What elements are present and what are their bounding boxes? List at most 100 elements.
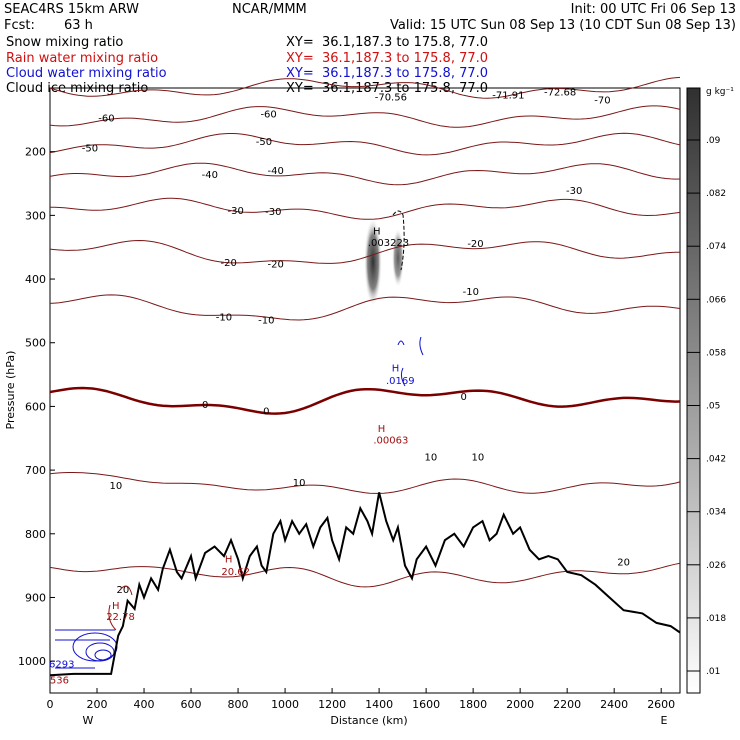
rain-water-contours (108, 585, 133, 631)
temperature-contour (49, 472, 681, 494)
x-axis-east: E (661, 714, 668, 727)
field-label-rain: Rain water mixing ratio (6, 51, 159, 66)
model-title: SEAC4RS 15km ARW (4, 2, 140, 17)
contour-label: 20 (117, 585, 130, 596)
temperature-contour (49, 294, 681, 321)
contour-label: -50 (82, 144, 98, 155)
x-tick-label: 1000 (271, 698, 299, 711)
cloud-ice-contours (392, 210, 405, 271)
contour-label: 10 (293, 478, 306, 489)
maximum-label: .0169 (386, 376, 415, 387)
contour-label: -20 (267, 259, 283, 270)
colorbar-tick-label: .042 (706, 455, 726, 465)
x-tick-label: 1600 (412, 698, 440, 711)
x-tick-label: 2400 (600, 698, 628, 711)
contour-label: -60 (98, 114, 114, 125)
temperature-contours: -70.56 -71.91 -72.68 -70 -60 -60 -50 -50 -40 -40 -… (49, 76, 681, 596)
temperature-contour (49, 239, 680, 264)
colorbar-tick-label: .034 (706, 508, 726, 518)
x-axis: 0 200 400 600 800 1000 1200 1400 1600 1800 2000 220… (47, 688, 675, 711)
colorbar-tick-label: .05 (706, 402, 720, 412)
plot-frame (49, 87, 681, 694)
y-tick-label: 400 (25, 273, 46, 286)
fcst-hours: 63 h (64, 18, 93, 33)
maximum-label: H (392, 363, 400, 374)
colorbar-tick-label: .018 (706, 614, 726, 624)
contour-label: -20 (220, 258, 236, 269)
contour-label: -40 (267, 166, 283, 177)
temperature-contour (49, 162, 681, 186)
x-tick-label: 600 (181, 698, 202, 711)
temperature-contour (49, 76, 681, 99)
field-xy-snow: XY= 36.1,187.3 to 175.8, 77.0 (286, 35, 489, 50)
colorbar-tick-label: .09 (706, 136, 721, 146)
y-tick-label: 300 (25, 209, 46, 222)
field-xy-cloud-water: XY= 36.1,187.3 to 175.8, 77.0 (286, 66, 489, 81)
colorbar-tick-label: .074 (706, 242, 726, 252)
snow-shading (364, 217, 404, 307)
y-tick-label: 1000 (18, 655, 46, 668)
terrain-line (49, 492, 681, 677)
colorbar-scale (686, 87, 701, 694)
maximum-label: 22.78 (106, 612, 135, 623)
contour-label: -10 (463, 287, 479, 298)
maximum-label: H (373, 226, 381, 237)
maximum-label: H (378, 424, 386, 435)
maximum-label: .00063 (373, 435, 408, 446)
field-label-cloud-water: Cloud water mixing ratio (6, 66, 167, 81)
contour-label: -72.68 (544, 87, 576, 98)
field-xy-rain: XY= 36.1,187.3 to 175.8, 77.0 (286, 51, 489, 66)
contour-label: -70.56 (375, 93, 407, 104)
contour-label: 10 (424, 452, 437, 463)
contour-label: -71.91 (492, 91, 524, 102)
contour-label: -20 (467, 239, 483, 250)
contour-label: 0 (202, 400, 208, 411)
x-axis-label: Distance (km) (330, 714, 407, 727)
temperature-contour (49, 197, 681, 220)
maximum-label: 6293 (49, 660, 74, 671)
valid-time: Valid: 15 UTC Sun 08 Sep 13 (10 CDT Sun … (390, 18, 736, 33)
contour-label: 20 (617, 557, 630, 568)
contour-label: 0 (263, 407, 269, 418)
contour-label: 10 (471, 452, 484, 463)
maximum-label: H (112, 601, 120, 612)
contour-label: -50 (256, 137, 272, 148)
contour-label: -10 (258, 315, 274, 326)
temperature-contour (49, 562, 681, 588)
contour-label: -60 (260, 110, 276, 121)
contour-label: 10 (109, 481, 122, 492)
contour-label: -40 (202, 170, 218, 181)
temperature-contour (49, 386, 681, 415)
x-tick-label: 800 (228, 698, 249, 711)
colorbar-tick-label: .066 (706, 295, 726, 305)
cloud-water-contours (55, 336, 424, 669)
contour-label: -30 (566, 186, 582, 197)
contour-label: -30 (265, 207, 281, 218)
x-tick-label: 1800 (459, 698, 487, 711)
x-tick-label: 2600 (647, 698, 675, 711)
temperature-contour (49, 132, 681, 156)
colorbar: g kg⁻¹ .01 .018 .026 .034 .042 .05 .058 .066 .07… (686, 87, 734, 694)
y-axis: 200 300 400 500 600 700 800 900 1000 (18, 146, 55, 668)
temperature-contour (49, 105, 681, 128)
field-label-snow: Snow mixing ratio (6, 35, 124, 50)
maximum-label: 536 (50, 675, 69, 686)
contour-label: -10 (216, 312, 232, 323)
contour-label: -70 (594, 96, 610, 107)
contour-label: 0 (461, 392, 467, 403)
org-label: NCAR/MMM (232, 2, 307, 17)
colorbar-unit: g kg⁻¹ (706, 87, 734, 97)
x-tick-label: 1200 (318, 698, 346, 711)
y-tick-label: 500 (25, 337, 46, 350)
contour-label: -30 (228, 206, 244, 217)
y-tick-label: 900 (25, 591, 46, 604)
fcst-label: Fcst: (4, 18, 35, 33)
x-axis-west: W (83, 714, 94, 727)
maximum-label: .003223 (368, 238, 409, 249)
x-tick-label: 1400 (365, 698, 393, 711)
maximum-label: 20.62 (221, 567, 250, 578)
colorbar-tick-label: .058 (706, 348, 726, 358)
colorbar-tick-label: .026 (706, 561, 726, 571)
x-tick-label: 0 (47, 698, 54, 711)
